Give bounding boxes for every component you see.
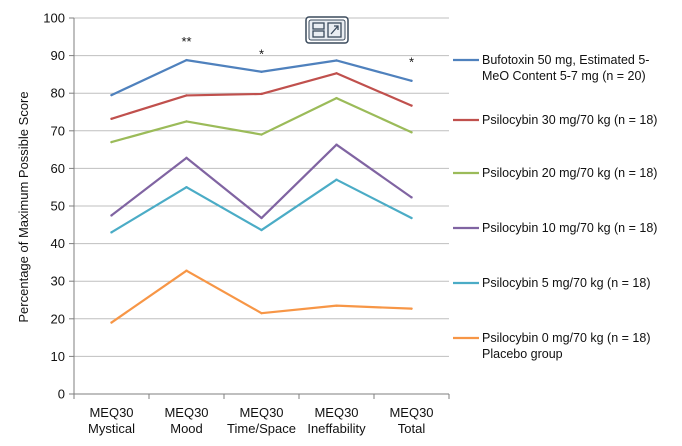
significance-marker: ** — [181, 34, 191, 49]
expand-icon-panel-left-bottom[interactable] — [312, 30, 325, 38]
legend-entry-1: Psilocybin 30 mg/70 kg (n = 18) — [453, 113, 657, 127]
data-point — [410, 307, 413, 310]
data-point — [410, 79, 413, 82]
data-point — [335, 59, 338, 62]
y-tick-label: 70 — [51, 123, 65, 138]
legend-label: Psilocybin 0 mg/70 kg (n = 18) Placebo gr… — [482, 331, 651, 361]
y-tick-label: 50 — [51, 199, 65, 214]
y-tick-label: 60 — [51, 161, 65, 176]
x-tick-label: MEQ30 Mood — [164, 405, 208, 436]
data-point — [260, 216, 263, 220]
x-tick-label-line: Mystical — [88, 421, 135, 436]
data-point — [110, 321, 113, 324]
y-tick-label: 10 — [51, 349, 65, 364]
data-point — [260, 311, 263, 315]
x-tick-label: MEQ30 Total — [389, 405, 433, 436]
data-point — [260, 70, 263, 73]
data-point — [410, 131, 413, 134]
y-tick-label: 80 — [51, 86, 65, 101]
data-point — [110, 140, 113, 144]
legend-label: Bufotoxin 50 mg, Estimated 5- MeO Content… — [482, 53, 649, 83]
x-tick-label: MEQ30 Ineffability — [307, 405, 366, 436]
legend-label-line: Placebo group — [482, 347, 563, 361]
expand-icon[interactable] — [305, 16, 349, 44]
data-point — [335, 72, 338, 75]
x-tick-label-line: MEQ30 — [314, 405, 358, 420]
x-tick-label: MEQ30 Time/Space — [227, 405, 296, 436]
x-tick-label-line: MEQ30 — [389, 405, 433, 420]
series-line-3 — [110, 143, 413, 220]
data-point — [260, 92, 263, 96]
x-tick-label: MEQ30 Mystical — [88, 405, 135, 436]
expand-icon-panel-right[interactable] — [327, 22, 342, 38]
expand-icon-panel-left-top[interactable] — [312, 22, 325, 30]
x-tick-label-line: Time/Space — [227, 421, 296, 436]
data-point — [110, 93, 113, 97]
data-point — [260, 133, 263, 136]
data-point — [185, 156, 188, 160]
x-tick-label-line: MEQ30 — [164, 405, 208, 420]
x-tick-label-line: Mood — [170, 421, 203, 436]
series-layer — [110, 58, 413, 324]
x-tick-label-line: Ineffability — [307, 421, 366, 436]
y-tick-label: 40 — [51, 236, 65, 251]
data-point — [110, 231, 113, 234]
legend-label-line: Bufotoxin 50 mg, Estimated 5- — [482, 53, 649, 67]
data-point — [335, 178, 338, 181]
legend-label: Psilocybin 10 mg/70 kg (n = 18) — [482, 221, 657, 235]
data-point — [260, 228, 263, 232]
data-point — [335, 143, 338, 146]
data-point — [185, 186, 188, 189]
y-tick-label: 90 — [51, 48, 65, 63]
y-tick-label: 20 — [51, 311, 65, 326]
legend-label: Psilocybin 20 mg/70 kg (n = 18) — [482, 166, 657, 180]
x-tick-label-line: Total — [398, 421, 426, 436]
y-tick-label: 100 — [43, 11, 65, 26]
legend-entry-0: Bufotoxin 50 mg, Estimated 5- MeO Content… — [453, 53, 649, 83]
y-tick-label: 0 — [58, 387, 65, 402]
series-line-5 — [110, 269, 413, 324]
data-point — [110, 214, 113, 217]
annotation-layer: **** — [181, 34, 414, 69]
legend-label-line: Psilocybin 30 mg/70 kg (n = 18) — [482, 113, 657, 127]
legend-entry-2: Psilocybin 20 mg/70 kg (n = 18) — [453, 166, 657, 180]
legend-label: Psilocybin 5 mg/70 kg (n = 18) — [482, 276, 651, 290]
data-point — [185, 269, 188, 272]
data-point — [410, 104, 413, 107]
legend: Bufotoxin 50 mg, Estimated 5- MeO Content… — [453, 53, 657, 361]
series-line-0 — [110, 59, 413, 97]
legend-label: Psilocybin 30 mg/70 kg (n = 18) — [482, 113, 657, 127]
significance-marker: * — [409, 55, 414, 70]
legend-label-line: MeO Content 5-7 mg (n = 20) — [482, 69, 646, 83]
legend-entry-4: Psilocybin 5 mg/70 kg (n = 18) — [453, 276, 651, 290]
legend-label-line: Psilocybin 0 mg/70 kg (n = 18) — [482, 331, 651, 345]
data-point — [335, 96, 338, 100]
significance-marker: * — [259, 47, 264, 62]
data-point — [185, 120, 188, 123]
legend-entry-3: Psilocybin 10 mg/70 kg (n = 18) — [453, 221, 657, 235]
expand-icon-inner[interactable] — [308, 19, 346, 41]
legend-entry-5: Psilocybin 0 mg/70 kg (n = 18) Placebo gr… — [453, 331, 651, 361]
grid-layer — [74, 17, 449, 357]
x-tick-label-line: MEQ30 — [239, 405, 283, 420]
data-point — [410, 216, 413, 220]
x-tick-label-line: MEQ30 — [89, 405, 133, 420]
y-tick-label: 30 — [51, 274, 65, 289]
legend-label-line: Psilocybin 10 mg/70 kg (n = 18) — [482, 221, 657, 235]
legend-label-line: Psilocybin 5 mg/70 kg (n = 18) — [482, 276, 651, 290]
expand-icon-arrow[interactable] — [330, 25, 339, 35]
data-point — [185, 94, 188, 97]
data-point — [185, 58, 188, 62]
legend-label-line: Psilocybin 20 mg/70 kg (n = 18) — [482, 166, 657, 180]
data-point — [110, 117, 113, 120]
data-point — [410, 196, 413, 199]
y-axis-title: Percentage of Maximum Possible Score — [16, 91, 31, 322]
data-point — [335, 304, 338, 307]
